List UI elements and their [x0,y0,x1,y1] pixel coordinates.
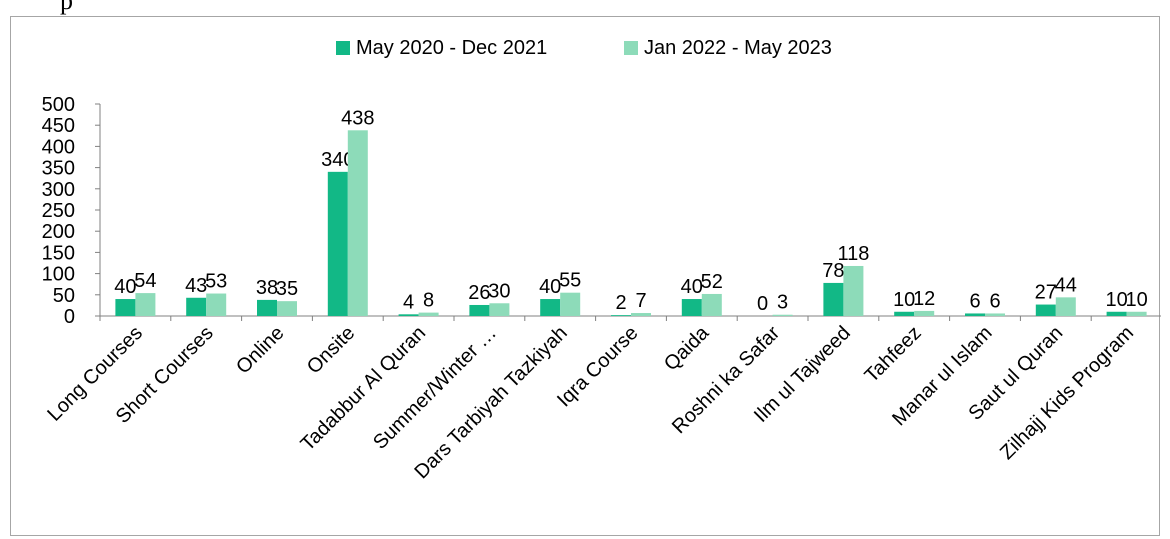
data-label-series-1: 4 [403,291,414,313]
bar-series-2 [560,292,581,316]
bar-series-1 [257,299,277,316]
bar-series-2 [843,265,864,316]
data-label-series-2: 53 [205,271,227,293]
data-label-series-1: 0 [757,293,768,315]
data-label-series-1: 10 [893,289,915,311]
legend-label-2: Jan 2022 - May 2023 [644,37,832,59]
bar-series-1 [894,311,915,316]
bar-series-1 [681,299,702,316]
data-label-series-2: 10 [1125,289,1147,311]
bar-series-1 [1035,304,1056,316]
category-label: Onsite [303,322,359,378]
bar-series-2 [1126,311,1147,316]
data-label-series-2: 6 [989,290,1000,312]
bar-series-2 [489,303,510,316]
bar-series-1 [1106,311,1127,316]
data-label-series-2: 438 [341,107,374,129]
data-label-series-1: 340 [321,149,354,171]
y-tick-label: 200 [42,221,75,243]
data-label-series-1: 2 [615,292,626,314]
data-label-series-1: 26 [468,282,490,304]
data-label-series-1: 6 [969,290,980,312]
bar-series-1 [398,314,419,316]
data-label-series-1: 40 [114,276,136,298]
bar-series-1 [327,171,348,316]
bar-series-2 [418,312,439,316]
data-label-series-1: 27 [1035,282,1057,304]
data-label-series-2: 3 [777,292,788,314]
data-label-series-2: 55 [559,270,581,292]
category-label: Qaida [660,321,714,375]
bar-series-2 [772,314,793,316]
data-label-series-2: 52 [701,271,723,293]
y-tick-label: 150 [42,242,75,264]
chart-frame: May 2020 - Dec 2021 Jan 2022 - May 2023 0 5… [10,16,1161,536]
data-label-series-2: 8 [423,290,434,312]
data-label-series-1: 78 [822,260,844,282]
bar-chart: May 2020 - Dec 2021 Jan 2022 - May 202305… [42,37,1161,483]
y-tick-label: 350 [42,158,75,180]
y-tick-label: 0 [64,306,75,328]
bar-series-2 [701,293,722,316]
bar-series-2 [347,130,368,316]
legend-swatch-2 [624,41,638,55]
bar-series-1 [186,297,207,316]
category-label: Online [232,322,288,378]
legend-swatch-1 [336,41,350,55]
data-label-series-2: 35 [276,278,298,300]
y-tick-label: 450 [42,115,75,137]
data-label-series-2: 54 [134,270,156,292]
data-label-series-1: 40 [539,276,561,298]
data-label-series-2: 30 [488,280,510,302]
y-tick-label: 100 [42,264,75,286]
category-label: Tadabbur Al Quran [297,322,430,455]
data-label-series-2: 12 [913,288,935,310]
legend-label-1: May 2020 - Dec 2021 [356,37,547,59]
y-tick-label: 500 [42,94,75,116]
bar-series-1 [823,282,844,316]
bar-series-2 [985,313,1005,316]
bar-series-1 [611,315,631,316]
bar-series-2 [1055,297,1076,316]
data-label-series-2: 44 [1055,274,1077,296]
bar-series-1 [965,313,985,316]
y-tick-label: 400 [42,136,75,158]
data-label-series-1: 10 [1105,289,1127,311]
bar-series-2 [914,310,935,316]
y-tick-label: 50 [53,285,75,307]
bar-series-2 [277,301,297,316]
category-label: Zilhajj Kids Program [996,322,1138,464]
category-label: Summer/Winter … [369,322,501,454]
bar-series-2 [135,293,156,316]
data-label-series-1: 43 [185,275,207,297]
y-tick-label: 250 [42,200,75,222]
data-label-series-1: 38 [256,277,278,299]
bar-series-1 [469,304,490,316]
bar-series-1 [540,299,561,316]
data-label-series-2: 7 [635,290,646,312]
y-tick-label: 300 [42,179,75,201]
data-label-series-1: 40 [681,276,703,298]
bar-series-1 [115,299,136,316]
data-label-series-2: 118 [837,243,869,265]
page-fragment-text: p [60,0,73,15]
category-label: Tahfeez [861,322,926,387]
bar-series-2 [631,313,651,316]
bar-series-2 [206,293,227,316]
